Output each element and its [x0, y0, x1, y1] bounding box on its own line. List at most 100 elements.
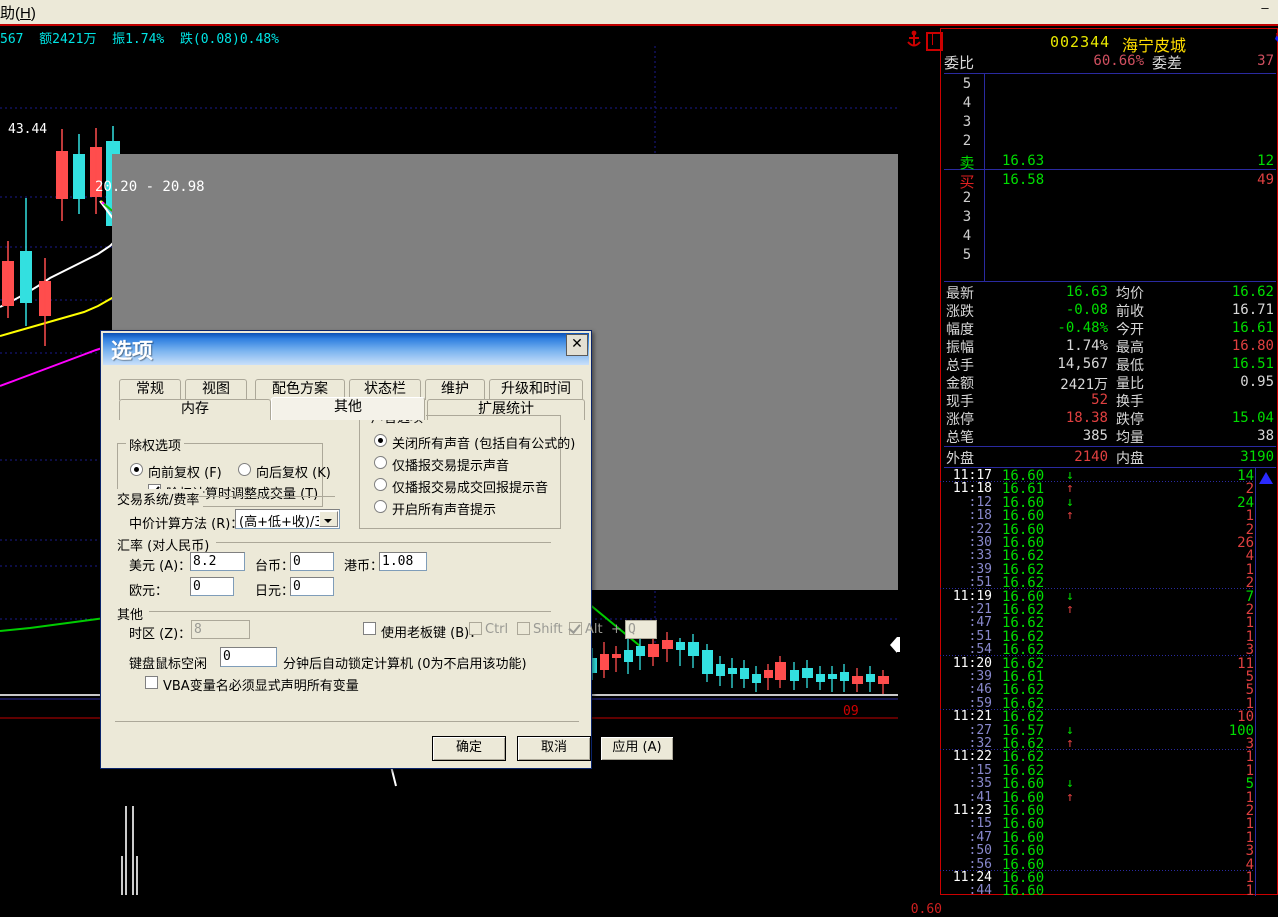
tab-4[interactable]: 状态栏: [349, 379, 421, 400]
tick-row[interactable]: :35 16.60 ↓ 5: [940, 776, 1276, 792]
eur-input[interactable]: 0: [190, 577, 234, 596]
chevron-down-icon[interactable]: [319, 511, 338, 527]
idle-label: 键盘鼠标空闲: [129, 657, 208, 672]
apply-button[interactable]: 应用 (A): [600, 736, 674, 761]
tick-price: 16.62: [1002, 682, 1045, 699]
twd-input[interactable]: 0: [290, 552, 334, 571]
tick-row[interactable]: :32 16.62 ↑ 3: [940, 736, 1276, 752]
tick-row[interactable]: 11:17 16.60 ↓ 14: [940, 468, 1276, 484]
tab-3[interactable]: 配色方案: [255, 379, 345, 400]
bosskey-checkbox[interactable]: [363, 622, 376, 635]
tick-row[interactable]: :33 16.62 4: [940, 548, 1276, 564]
tick-row[interactable]: 11:20 16.62 11: [940, 656, 1276, 672]
dialog-titlebar[interactable]: 选项: [103, 333, 589, 365]
tick-row[interactable]: :41 16.60 ↑ 1: [940, 790, 1276, 806]
tick-volume: 26: [1237, 535, 1254, 551]
tab-1[interactable]: 常规: [119, 379, 181, 400]
tab-row2-3[interactable]: 扩展统计: [427, 399, 585, 420]
tick-row[interactable]: :47 16.62 1: [940, 615, 1276, 631]
tick-price: 16.60: [1002, 856, 1045, 873]
tick-row[interactable]: :56 16.60 4: [940, 857, 1276, 873]
sound-option-0-radio[interactable]: [374, 434, 387, 447]
dialog-tabs[interactable]: 常规 视图 配色方案 状态栏 维护 升级和时间内存 其他 扩展统计: [115, 379, 585, 420]
jpy-input[interactable]: 0: [290, 577, 334, 596]
sound-option-2-radio[interactable]: [374, 478, 387, 491]
tick-row[interactable]: :47 16.60 1: [940, 830, 1276, 846]
tick-row[interactable]: :22 16.60 2: [940, 522, 1276, 538]
tick-row[interactable]: 11:19 16.60 ↓ 7: [940, 589, 1276, 605]
order-book-row[interactable]: 卖 16.63 12: [944, 152, 1276, 172]
order-book-row[interactable]: 4: [944, 95, 1276, 114]
dialog-close-button[interactable]: ✕: [566, 334, 588, 356]
tick-row[interactable]: :51 16.62 1: [940, 629, 1276, 645]
hkd-input[interactable]: 1.08: [379, 552, 427, 571]
minimize-button[interactable]: –: [1261, 0, 1269, 15]
anchor-icon[interactable]: [906, 30, 922, 48]
forward-adjust-label[interactable]: 向前复权 (F): [148, 466, 222, 481]
hkd-label: 港币：: [344, 559, 384, 574]
tick-row[interactable]: :15 16.60 1: [940, 816, 1276, 832]
tick-row[interactable]: :15 16.62 1: [940, 763, 1276, 779]
tick-scrollbar[interactable]: [1255, 468, 1276, 896]
sound-option-1-radio[interactable]: [374, 456, 387, 469]
quote-stat-value: 16.63: [1065, 284, 1108, 300]
tick-row[interactable]: :39 16.61 5: [940, 669, 1276, 685]
ok-button[interactable]: 确定: [432, 736, 506, 761]
tick-price: 16.62: [1002, 561, 1045, 578]
cancel-button[interactable]: 取消: [517, 736, 591, 761]
tick-row[interactable]: 11:18 16.61 ↑ 2: [940, 481, 1276, 497]
backward-adjust-label[interactable]: 向后复权 (K): [256, 466, 331, 481]
tab-2[interactable]: 视图: [185, 379, 247, 400]
tick-row[interactable]: :46 16.62 5: [940, 682, 1276, 698]
tick-row[interactable]: :30 16.60 26: [940, 535, 1276, 551]
sound-option-2-label[interactable]: 仅播报交易成交回报提示音: [392, 481, 549, 496]
tick-row[interactable]: :44 16.60 1: [940, 883, 1276, 896]
tab-6[interactable]: 升级和时间: [489, 379, 583, 400]
tick-row[interactable]: :27 16.57 ↓ 100: [940, 723, 1276, 739]
order-book-row[interactable]: 5: [944, 247, 1276, 266]
order-book-row[interactable]: 2: [944, 133, 1276, 152]
sound-option-3-radio[interactable]: [374, 500, 387, 513]
sound-option-0-label[interactable]: 关闭所有声音 (包括自有公式的): [392, 437, 576, 452]
tick-row[interactable]: 11:22 16.62 1: [940, 749, 1276, 765]
order-book-row[interactable]: 5: [944, 76, 1276, 95]
sound-option-1-label[interactable]: 仅播报交易提示声音: [392, 459, 510, 474]
tab-row2-2[interactable]: 其他: [271, 397, 425, 420]
tick-row[interactable]: 11:24 16.60 1: [940, 870, 1276, 886]
usd-input[interactable]: 8.2: [190, 552, 245, 571]
tick-price: 16.61: [1002, 481, 1045, 498]
vba-checkbox[interactable]: [145, 676, 158, 689]
sound-option-3-label[interactable]: 开启所有声音提示: [392, 503, 497, 518]
order-book-row[interactable]: 3: [944, 114, 1276, 133]
tick-row[interactable]: :12 16.60 ↓ 24: [940, 495, 1276, 511]
exright-group-caption: 除权选项: [126, 435, 185, 454]
order-book-row[interactable]: 买 16.58 49: [944, 171, 1276, 191]
tick-row[interactable]: :51 16.62 2: [940, 575, 1276, 591]
order-book-row[interactable]: 3: [944, 209, 1276, 228]
backward-adjust-radio[interactable]: [238, 463, 251, 476]
tick-row[interactable]: :21 16.62 ↑ 2: [940, 602, 1276, 618]
forward-adjust-radio[interactable]: [130, 463, 143, 476]
tick-row[interactable]: :54 16.62 3: [940, 642, 1276, 658]
options-dialog[interactable]: 选项 ✕ 常规 视图 配色方案 状态栏 维护 升级和时间内存 其他 扩展统计 除权选项 向前复…: [100, 330, 674, 769]
tab-row2-1[interactable]: 内存: [119, 399, 271, 420]
menu-help-suffix: ): [30, 5, 36, 22]
tick-row[interactable]: 11:21 16.62 10: [940, 709, 1276, 725]
idle-input[interactable]: 0: [220, 647, 277, 667]
order-book-row[interactable]: 2: [944, 190, 1276, 209]
order-book-row[interactable]: 4: [944, 228, 1276, 247]
tick-row[interactable]: :59 16.62 1: [940, 696, 1276, 712]
tick-list[interactable]: 11:17 16.60 ↓ 14 11:18 16.61 ↑ 2:12 16.60 ↓ 24:18 1…: [940, 468, 1276, 896]
hand-cursor-icon[interactable]: [1274, 33, 1278, 50]
tab-5[interactable]: 维护: [425, 379, 485, 400]
scroll-up-icon[interactable]: [1257, 469, 1275, 487]
tick-row[interactable]: :50 16.60 3: [940, 843, 1276, 859]
midprice-select[interactable]: (高+低+收)/3: [235, 509, 340, 530]
tick-row[interactable]: 11:23 16.60 2: [940, 803, 1276, 819]
tick-row[interactable]: :39 16.62 1: [940, 562, 1276, 578]
bosskey-label[interactable]: 使用老板键 (B)：: [381, 626, 483, 641]
pause-icon[interactable]: [926, 32, 943, 51]
tick-row[interactable]: :18 16.60 ↑ 1: [940, 508, 1276, 524]
vba-label[interactable]: VBA变量名必须显式声明所有变量: [163, 679, 359, 694]
menu-item-help[interactable]: 助(H): [0, 2, 36, 23]
